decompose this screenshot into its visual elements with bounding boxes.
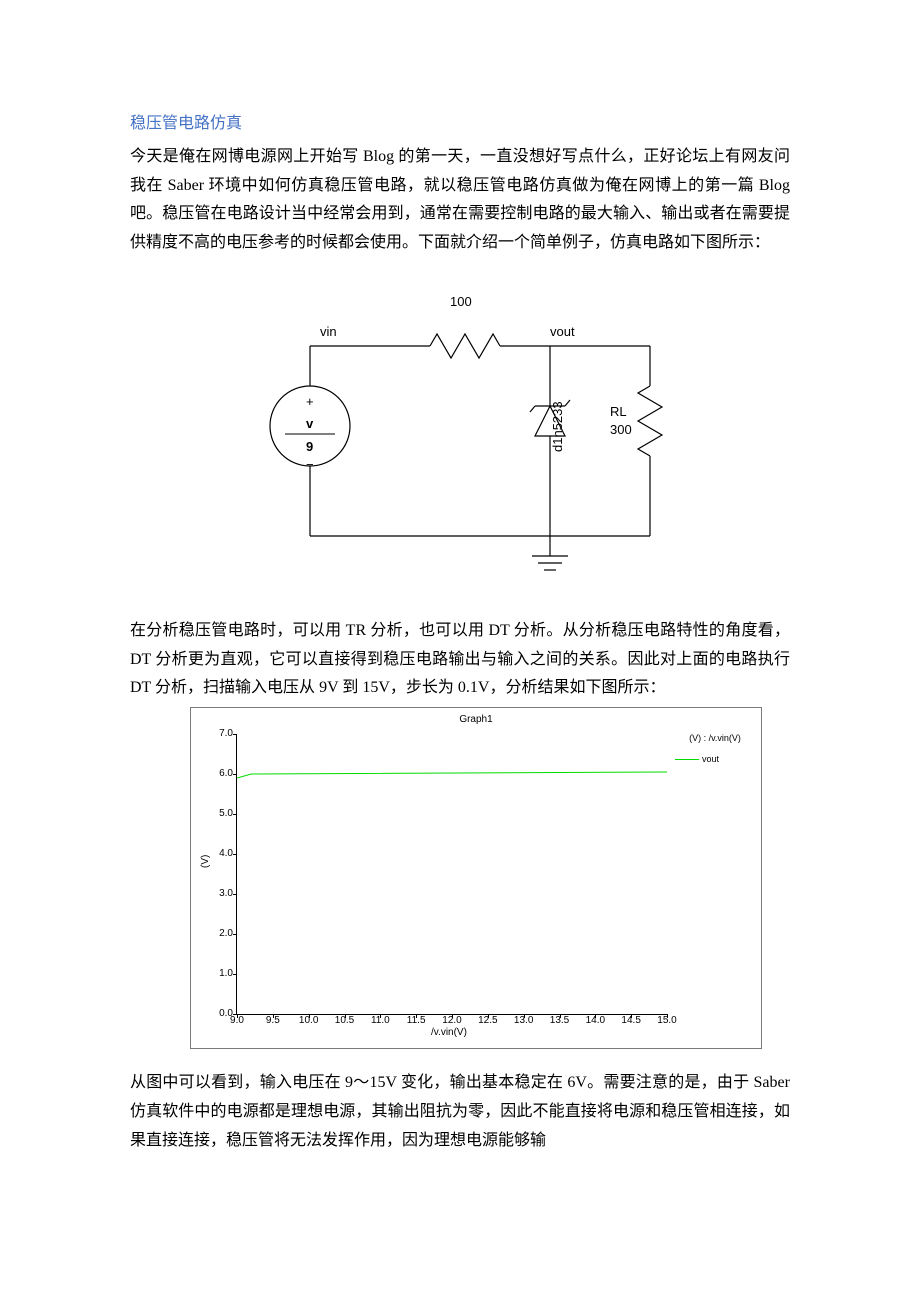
y-tick-label: 3.0 [207,885,233,903]
page-title: 稳压管电路仿真 [130,110,790,139]
circuit-diagram: 100 vin vout + v 9 − [130,276,790,597]
y-tick-label: 5.0 [207,805,233,823]
rl-label: RL [610,404,627,419]
vin-label: vin [320,324,337,339]
src-plus: + [306,394,314,409]
y-tick-label: 2.0 [207,925,233,943]
src-val: 9 [306,439,313,454]
chart-svg [237,734,667,1014]
src-v: v [306,416,314,431]
chart-graph1: Graph1 0.01.02.03.04.05.06.07.09.09.510.… [190,707,762,1049]
y-tick-label: 7.0 [207,725,233,743]
y-tick-label: 1.0 [207,965,233,983]
plot-area: 0.01.02.03.04.05.06.07.09.09.510.010.511… [236,734,667,1015]
legend-item-label: vout [702,754,719,764]
paragraph-2: 在分析稳压管电路时，可以用 TR 分析，也可以用 DT 分析。从分析稳压电路特性… [130,617,790,703]
legend-swatch [675,759,699,760]
legend-header: (V) : /v.vin(V) [675,728,755,748]
vout-label: vout [550,324,575,339]
zener-label: d1n5233 [550,401,565,452]
document-page: 稳压管电路仿真 今天是俺在网博电源网上开始写 Blog 的第一天，一直没想好写点… [0,0,920,1216]
r-series-label: 100 [450,294,472,309]
chart-title: Graph1 [191,708,761,725]
paragraph-3: 从图中可以看到，输入电压在 9～15V 变化，输出基本稳定在 6V。需要注意的是… [130,1069,790,1155]
y-axis-label: (V) [197,855,215,868]
circuit-svg: 100 vin vout + v 9 − [250,276,670,586]
legend-item: vout [675,748,755,770]
y-tick-label: 6.0 [207,765,233,783]
rl-value: 300 [610,422,632,437]
chart-legend: (V) : /v.vin(V) vout [675,728,755,770]
x-axis-label: /v.vin(V) [431,1024,467,1042]
paragraph-1: 今天是俺在网博电源网上开始写 Blog 的第一天，一直没想好写点什么，正好论坛上… [130,143,790,258]
chart-series-line [237,772,667,778]
